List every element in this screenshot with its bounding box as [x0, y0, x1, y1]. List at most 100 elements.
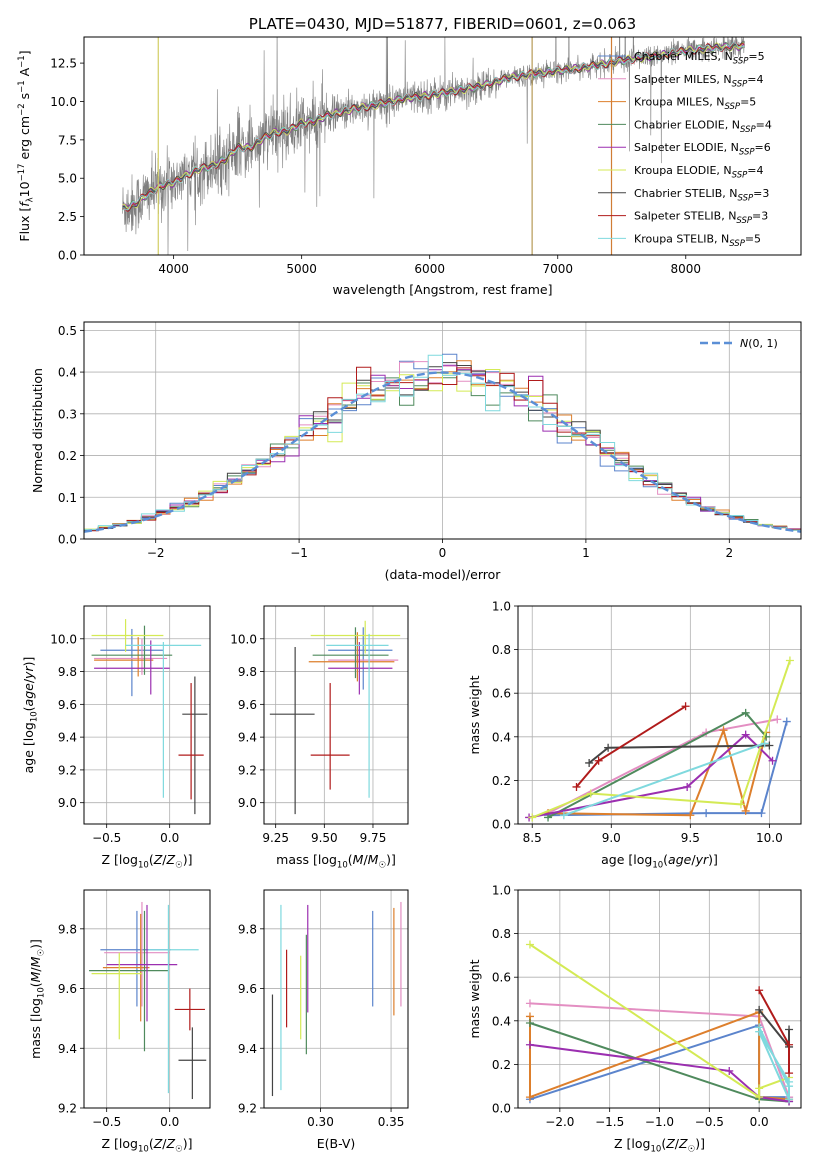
x-tick-label: 6000: [414, 262, 445, 276]
weight-point-chabrier-miles: [782, 717, 791, 726]
legend-label: Salpeter MILES, NSSP=4: [634, 73, 764, 90]
legend-label: Kroupa ELODIE, NSSP=4: [634, 164, 764, 181]
errorbar-plot-area: [91, 619, 208, 815]
y-tick-label: 0.2: [492, 1058, 511, 1072]
weight-point-kroupa-elodie: [736, 800, 745, 809]
x-tick-label: 1: [582, 546, 590, 560]
weight-point-chabrier-stelib: [585, 758, 594, 767]
weight-point-kroupa-miles: [741, 806, 750, 815]
y-tick-label: 0.5: [58, 324, 77, 338]
weight-point-kroupa-stelib: [559, 811, 568, 820]
legend-label: Chabrier MILES, NSSP=5: [634, 50, 765, 67]
y-tick-label: 9.4: [58, 731, 77, 745]
x-tick-label: −2.0: [545, 1115, 574, 1129]
axes-frame: [517, 889, 802, 1109]
y-tick-label: 9.6: [58, 982, 77, 996]
weight-point-salpeter-stelib: [785, 1069, 794, 1078]
x-tick-label: −0.5: [695, 1115, 724, 1129]
x-tick-label: −0.5: [92, 1115, 121, 1129]
x-tick-label: 9.50: [311, 831, 338, 845]
y-tick-label: 2.5: [58, 210, 77, 224]
chart-title: PLATE=0430, MJD=51877, FIBERID=0601, z=0…: [249, 15, 636, 33]
y-axis-label: Flux [fλ10−17 erg cm−2 s−1 A−1]: [17, 50, 36, 241]
weight-point-kroupa-elodie: [755, 1093, 764, 1102]
y-axis-label: mass weight: [467, 959, 482, 1038]
weight-point-kroupa-stelib: [760, 739, 769, 748]
y-tick-label: 9.2: [58, 1102, 77, 1116]
legend-label: Chabrier STELIB, NSSP=3: [634, 187, 769, 204]
y-tick-label: 7.5: [58, 133, 77, 147]
weight-point-kroupa-stelib: [785, 1095, 794, 1104]
y-tick-label: 9.8: [238, 665, 257, 679]
errorbar-plot-area: [269, 620, 401, 815]
legend-label: Kroupa STELIB, NSSP=5: [634, 232, 761, 249]
weight-point-kroupa-stelib: [755, 1027, 764, 1036]
weight-point-salpeter-elodie: [741, 730, 750, 739]
y-tick-label: 10.0: [230, 632, 257, 646]
histogram-plot-area: [84, 353, 801, 533]
y-tick-label: 9.8: [238, 922, 257, 936]
weight-line-salpeter-elodie: [529, 1043, 790, 1103]
x-tick-label: 7000: [542, 262, 573, 276]
residuals-panel: −2 −1 0 1 2 0.0 0.1 0.2 0.3 0.4 0.5 N(0, 1) (data-mo…: [30, 321, 802, 582]
x-axis-label: E(B-V): [317, 1136, 356, 1151]
legend-label: Chabrier ELODIE, NSSP=4: [634, 118, 772, 135]
y-axis-label: Normed distribution: [30, 368, 45, 493]
y-tick-label: 9.6: [238, 698, 257, 712]
y-tick-label: 9.8: [58, 922, 77, 936]
y-tick-label: 9.4: [238, 1042, 257, 1056]
weight-line-chabrier-miles: [547, 721, 788, 817]
model-fit-line-salpeter-stelib: [122, 41, 745, 212]
x-tick-label: 9.25: [262, 831, 289, 845]
y-tick-label: 0.2: [492, 774, 511, 788]
x-tick-label: 4000: [158, 262, 189, 276]
y-tick-label: 0.1: [58, 491, 77, 505]
weight-point-salpeter-elodie: [725, 1066, 734, 1075]
y-tick-label: 0.4: [58, 366, 77, 380]
weight-point-salpeter-stelib: [785, 1040, 794, 1049]
axes-frame: [263, 889, 409, 1109]
spectrum-plot-area: [122, 37, 745, 255]
weight-point-chabrier-miles: [702, 809, 711, 818]
x-axis-label: Z [log10(Z/Z☉)]: [102, 1136, 193, 1155]
weight-point-salpeter-stelib: [594, 756, 603, 765]
x-axis-label: wavelength [Angstrom, rest frame]: [332, 282, 552, 297]
weight-point-salpeter-stelib: [572, 782, 581, 791]
axes-frame: [517, 605, 802, 825]
weight-point-salpeter-stelib: [755, 986, 764, 995]
weight-plot-area: [525, 940, 794, 1106]
y-tick-label: 9.4: [58, 1042, 77, 1056]
age-vs-metallicity-panel: −0.5 0.0 9.0 9.2 9.4 9.6 9.8 10.0 Z [log10(Z/Z☉)…: [21, 605, 211, 871]
model-fit-line-kroupa-stelib: [122, 41, 745, 211]
x-tick-label: 9.5: [681, 831, 700, 845]
y-tick-label: 1.0: [492, 884, 511, 898]
legend-label: N(0, 1): [740, 337, 778, 350]
legend-label: Kroupa MILES, NSSP=5: [634, 96, 756, 113]
x-tick-label: 9.0: [602, 831, 621, 845]
normal-distribution-curve: [84, 371, 801, 533]
y-tick-label: 0.6: [492, 687, 511, 701]
x-tick-label: 0.0: [160, 831, 179, 845]
y-tick-label: 9.6: [238, 982, 257, 996]
x-tick-label: 2: [725, 546, 733, 560]
x-tick-label: −2: [147, 546, 165, 560]
weight-point-chabrier-stelib: [755, 1005, 764, 1014]
weight-plot-area: [525, 656, 794, 822]
x-tick-label: 0.0: [750, 1115, 769, 1129]
x-axis-label: age [log10(age/yr)]: [601, 852, 718, 871]
weight-point-kroupa-miles: [719, 726, 728, 735]
y-tick-label: 0.4: [492, 730, 511, 744]
weight-point-salpeter-miles: [525, 999, 534, 1008]
weight-point-kroupa-elodie: [586, 789, 595, 798]
weight-vs-metallicity-panel: −2.0 −1.5 −1.0 −0.5 0.0 0.0 0.2 0.4 0.6 0.8 1.0 Z […: [467, 884, 802, 1155]
observed-spectrum-line: [122, 37, 745, 255]
axes-frame: [83, 36, 802, 256]
y-tick-label: 9.6: [58, 698, 77, 712]
weight-point-salpeter-elodie: [768, 756, 777, 765]
x-tick-label: −1.5: [595, 1115, 624, 1129]
y-tick-label: 9.2: [58, 763, 77, 777]
y-tick-label: 0.0: [492, 818, 511, 832]
x-axis-label: mass [log10(M/M☉)]: [276, 852, 396, 871]
weight-line-kroupa-elodie: [531, 660, 791, 819]
